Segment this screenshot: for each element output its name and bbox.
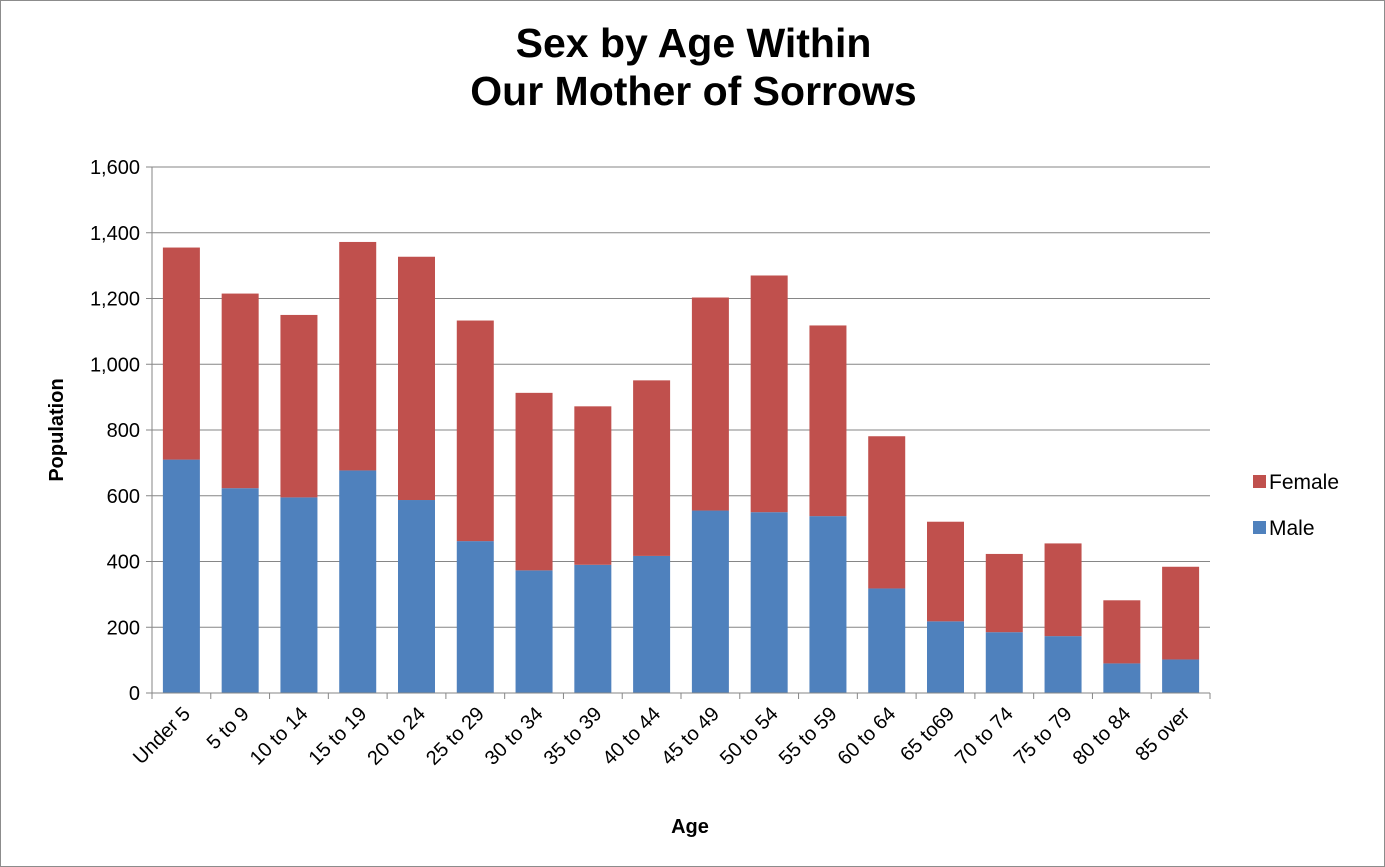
- bar-male: [221, 488, 259, 693]
- bar-female: [1162, 566, 1200, 660]
- x-tick-label: Under 5: [129, 703, 195, 769]
- bar-female: [280, 314, 318, 498]
- bar-female: [456, 320, 494, 542]
- gridlines: [152, 166, 1210, 628]
- bar-female: [1103, 600, 1141, 664]
- x-tick-label: 85 over: [1131, 703, 1194, 766]
- chart-title-line-2: Our Mother of Sorrows: [470, 68, 917, 114]
- bar-male: [809, 516, 847, 693]
- y-tick-label: 600: [107, 486, 140, 508]
- x-tick-label: 80 to 84: [1069, 703, 1136, 770]
- x-tick-label: 65 to69: [896, 703, 959, 766]
- y-tick-label: 1,000: [90, 354, 140, 376]
- bar-female: [633, 380, 671, 556]
- legend-swatch-female: [1253, 475, 1266, 488]
- x-tick-label: 40 to 44: [598, 703, 665, 770]
- bar-female: [162, 247, 200, 460]
- legend-label-female: Female: [1269, 471, 1339, 494]
- y-tick-label: 1,200: [90, 289, 140, 311]
- chart-title: Sex by Age Within Our Mother of Sorrows: [1, 19, 1385, 115]
- bar-female: [927, 521, 964, 622]
- x-tick-label: 50 to 54: [716, 703, 783, 770]
- bar-male: [633, 555, 671, 693]
- bar-male: [868, 588, 906, 693]
- legend-label-male: Male: [1269, 517, 1315, 540]
- x-tick-label: 30 to 34: [481, 703, 548, 770]
- y-tick-label: 800: [107, 420, 140, 442]
- y-axis-title: Population: [46, 378, 68, 481]
- bar-female: [691, 297, 729, 511]
- bar-female: [868, 436, 906, 589]
- bar-female: [339, 241, 377, 471]
- bar-male: [515, 570, 553, 693]
- bar-female: [750, 275, 788, 513]
- bar-female: [398, 256, 435, 501]
- bar-male: [456, 541, 494, 693]
- y-tick-label: 400: [107, 552, 140, 574]
- bar-male: [1162, 659, 1200, 693]
- bar-female: [221, 293, 259, 489]
- x-tick-label: 25 to 29: [422, 703, 489, 770]
- bar-male: [691, 510, 729, 693]
- y-tick-label: 0: [129, 683, 140, 705]
- legend-swatch-male: [1253, 521, 1266, 534]
- bar-male: [750, 512, 788, 693]
- bar-male: [339, 470, 377, 693]
- bars: [162, 241, 1200, 693]
- axes: [146, 166, 1211, 699]
- bar-female: [809, 325, 847, 517]
- bar-male: [927, 621, 964, 693]
- bar-male: [280, 497, 318, 693]
- bar-female: [1044, 543, 1082, 637]
- bar-female: [574, 406, 612, 565]
- bar-male: [985, 632, 1023, 693]
- bar-male: [1103, 663, 1141, 693]
- bar-male: [574, 564, 612, 693]
- x-axis-title: Age: [671, 816, 709, 838]
- x-tick-label: 10 to 14: [246, 703, 313, 770]
- x-tick-label: 70 to 74: [951, 703, 1018, 770]
- x-tick-label: 75 to 79: [1010, 703, 1077, 770]
- x-tick-label: 55 to 59: [775, 703, 842, 770]
- bar-male: [1044, 636, 1082, 693]
- y-tick-label: 1,600: [90, 157, 140, 179]
- bar-male: [398, 500, 435, 693]
- bar-female: [985, 553, 1023, 633]
- x-tick-label: 35 to 39: [540, 703, 607, 770]
- x-tick-label: 15 to 19: [305, 703, 372, 770]
- x-tick-label: 45 to 49: [657, 703, 724, 770]
- bar-male: [162, 459, 200, 693]
- x-tick-label: 20 to 24: [363, 703, 430, 770]
- y-tick-labels: 0 200 400 600 800 1,000 1,200 1,400 1,600: [90, 157, 140, 705]
- y-tick-label: 200: [107, 617, 140, 639]
- bar-female: [515, 392, 553, 571]
- chart-title-line-1: Sex by Age Within: [515, 20, 872, 66]
- x-tick-label: 60 to 64: [834, 703, 901, 770]
- y-tick-label: 1,400: [90, 223, 140, 245]
- legend: Female Male: [1253, 471, 1339, 540]
- x-tick-label: 5 to 9: [203, 703, 254, 754]
